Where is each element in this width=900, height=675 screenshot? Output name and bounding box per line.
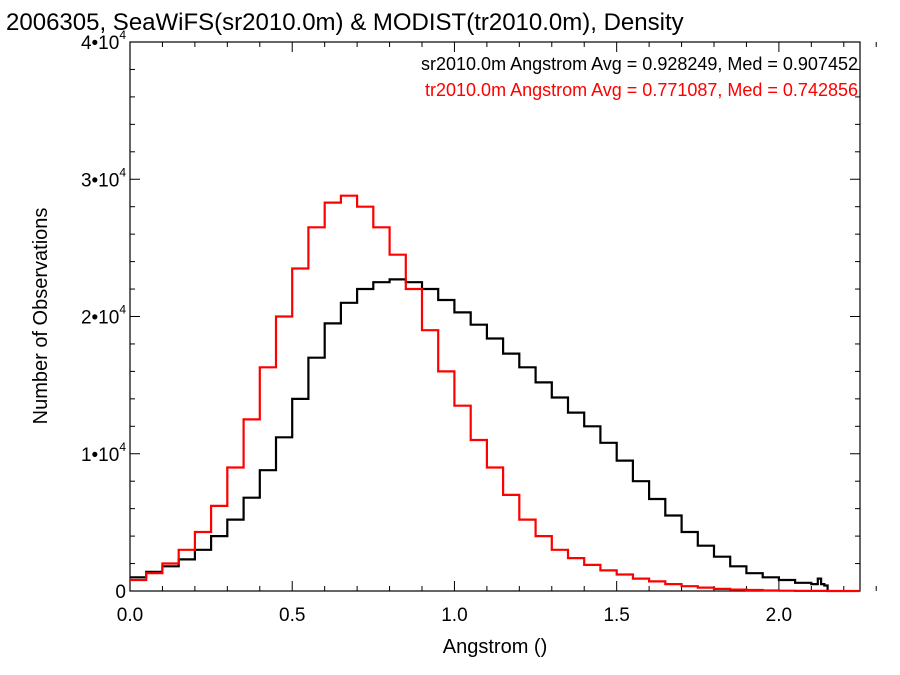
series-line-sr2010.0m <box>130 278 829 591</box>
y-tick-label: 0 <box>115 582 126 603</box>
x-tick-label: 0.5 <box>279 605 305 626</box>
y-tick-label: 4•104 <box>81 28 126 54</box>
series-layer <box>130 194 860 593</box>
y-axis-label: Number of Observations <box>30 208 52 425</box>
x-axis-label: Angstrom () <box>443 636 547 658</box>
series-line-tr2010.0m <box>130 194 860 593</box>
legend-entry-sr: sr2010.0m Angstrom Avg = 0.928249, Med =… <box>421 54 858 74</box>
chart-title: Angstrom, 2006305, SeaWiFS(sr2010.0m) & … <box>0 9 684 36</box>
y-tick-label: 1•104 <box>81 440 126 466</box>
x-tick-labels: 0.0 0.5 1.0 1.5 2.0 <box>117 605 792 626</box>
axis-ticks <box>129 41 877 592</box>
plot-frame <box>129 41 861 592</box>
y-tick-label: 2•104 <box>81 303 126 329</box>
x-tick-label: 2.0 <box>766 605 792 626</box>
x-tick-label: 1.5 <box>603 605 629 626</box>
x-tick-label: 1.0 <box>441 605 467 626</box>
x-tick-label: 0.0 <box>117 605 143 626</box>
y-tick-label: 3•104 <box>81 165 126 191</box>
legend-entry-tr: tr2010.0m Angstrom Avg = 0.771087, Med =… <box>425 80 858 100</box>
y-tick-labels: 0 1•104 2•104 3•104 4•104 <box>81 28 126 603</box>
